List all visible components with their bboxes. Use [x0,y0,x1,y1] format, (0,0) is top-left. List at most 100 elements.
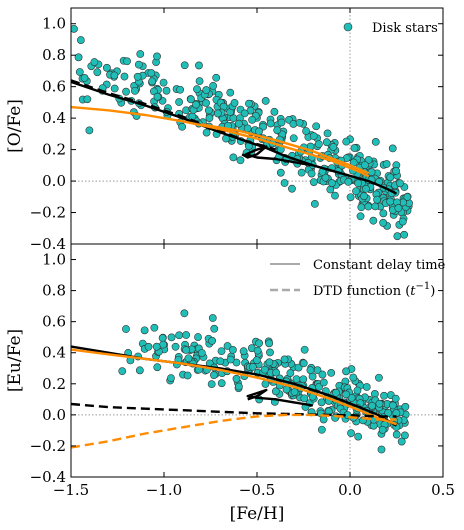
data-point [306,366,315,375]
data-point [394,204,403,212]
data-point [295,118,304,127]
data-point [133,72,142,81]
data-point [377,445,386,454]
data-point [329,143,338,151]
data-point [176,85,185,94]
data-point [120,72,129,81]
x-tick-label: −1.0 [146,481,182,499]
data-point [214,109,222,118]
data-point [175,331,184,340]
data-point [299,359,308,368]
y-tick-label: −0.2 [30,437,66,455]
data-point [208,336,217,345]
data-point [389,401,397,410]
data-point [356,212,365,221]
y-axis-title: [Eu/Fe] [5,329,25,392]
data-point [360,192,368,201]
data-point [364,155,373,164]
data-point [280,355,289,364]
legend-bottom: Constant delay time DTD function (t−1) [270,258,446,299]
data-point [188,112,197,121]
data-point [354,432,363,441]
data-point [379,218,388,227]
data-point [216,357,225,366]
y-axis-title: [O/Fe] [5,99,25,153]
plot-area-top [71,8,443,244]
data-point [153,52,161,61]
data-point [193,85,201,94]
data-point [373,195,381,204]
data-point [307,169,316,178]
data-point [261,97,270,105]
data-point [271,387,280,396]
data-point [317,425,326,434]
data-point [401,402,410,411]
model-line-solid [71,105,370,178]
data-point [290,388,299,396]
data-point [400,431,409,440]
data-point [208,314,217,322]
y-tick-label: 1.0 [42,15,66,33]
data-point [217,379,226,388]
model-line-dashed [71,413,397,449]
data-point [253,346,262,355]
data-point [312,122,321,131]
x-tick-label: 0.0 [338,481,362,499]
data-point [309,178,318,186]
data-point [322,138,331,147]
data-point [272,368,280,377]
data-point [182,346,190,354]
data-point [266,348,274,357]
data-point [350,144,359,152]
data-point [342,137,351,146]
data-point [294,363,303,372]
data-point [122,325,130,333]
data-point [286,369,295,377]
data-point [175,98,183,106]
data-point [76,36,85,44]
data-point [229,153,238,162]
data-point [136,50,145,58]
data-point [299,375,308,384]
data-point [182,331,191,339]
data-point [102,63,111,72]
data-point [75,68,84,76]
data-point [197,349,206,357]
model-line-dashed [71,402,397,418]
model-line-solid [241,145,313,167]
data-point [71,24,78,33]
data-point [375,399,384,408]
y-tick-label: 0.0 [42,172,66,190]
data-point [368,401,377,410]
y-tick-label: 0.8 [42,282,66,300]
data-point [371,137,380,146]
data-point [403,193,412,201]
data-point [153,363,162,372]
data-point [235,119,243,128]
data-point [347,429,355,438]
data-point [309,132,318,141]
model-line-solid [200,123,370,175]
data-point [140,326,149,335]
data-point [80,74,89,82]
data-point [400,230,409,239]
data-point [266,119,275,128]
data-point [83,95,92,104]
y-tick-label: 0.4 [42,109,66,127]
y-tick-label: 0.2 [42,375,66,393]
data-point [212,73,221,82]
data-point [354,179,363,188]
y-tick-label: −0.4 [30,468,66,486]
data-point [265,339,274,348]
y-tick-label: −0.2 [30,204,66,222]
x-tick-label: 0.5 [431,481,455,499]
y-tick-label: 0.6 [42,313,66,331]
data-point [248,115,257,124]
plot-area-bottom [71,244,443,477]
data-point [398,217,407,226]
data-point [353,386,362,395]
data-point [265,358,274,367]
data-point [135,366,144,375]
x-tick-label: −0.5 [239,481,275,499]
legend-marker [343,22,353,32]
